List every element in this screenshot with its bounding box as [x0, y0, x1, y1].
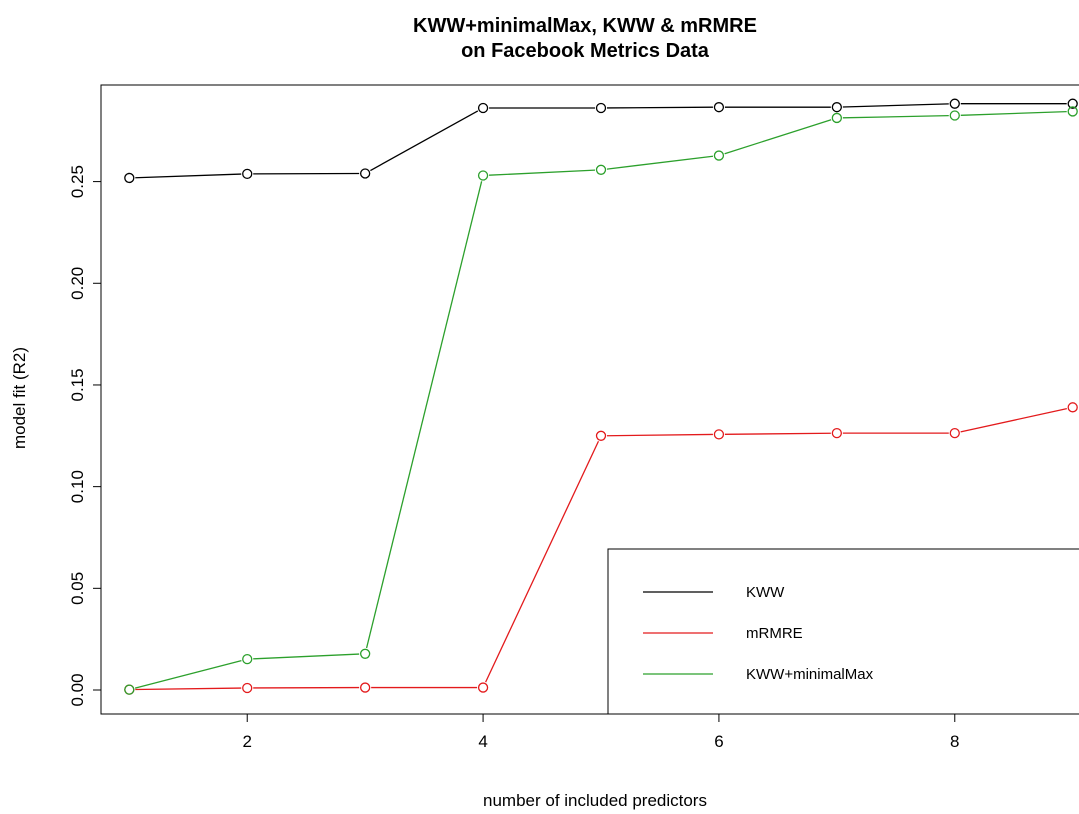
x-tick-label: 6: [714, 732, 723, 751]
series-2-point: [949, 110, 960, 121]
y-tick-label: 0.20: [68, 267, 87, 300]
series-1-point: [360, 682, 371, 693]
series-0-line-segment: [606, 106, 713, 109]
series-layer: [124, 98, 1078, 695]
x-tick-label: 8: [950, 732, 959, 751]
y-tick-label: 0.10: [68, 470, 87, 503]
series-1-line-segment: [606, 433, 713, 437]
series-2-point: [242, 653, 253, 665]
series-0-point: [124, 172, 135, 184]
series-2-line-segment: [489, 169, 596, 176]
series-0-line-segment: [370, 110, 479, 172]
series-2-point: [1067, 106, 1078, 117]
series-1-line-segment: [960, 407, 1067, 433]
series-1-line-segment: [135, 687, 242, 691]
y-tick-label: 0.00: [68, 673, 87, 706]
x-axis-label: number of included predictors: [483, 791, 707, 810]
series-2-point: [831, 112, 842, 124]
series-0-point: [1067, 98, 1078, 109]
series-2-point: [595, 164, 607, 175]
series-2-line-segment: [365, 181, 483, 649]
series-0-point: [949, 98, 960, 109]
legend-label-0: KWW: [746, 584, 785, 601]
series-2-line-segment: [606, 155, 714, 170]
legend: KWW mRMRE KWW+minimalMax: [607, 548, 1079, 715]
y-axis: 0.00 0.05 0.10 0.15 0.20 0.25: [68, 165, 102, 707]
legend-box: [607, 548, 1079, 715]
series-0-point: [242, 168, 253, 180]
legend-label-1: mRMRE: [746, 625, 803, 642]
series-0-point: [713, 102, 725, 113]
series-2-line-segment: [842, 114, 949, 119]
series-1-line-segment: [724, 432, 831, 435]
series-2-line-segment: [134, 659, 242, 689]
legend-label-2: KWW+minimalMax: [746, 666, 874, 683]
series-1-point: [477, 682, 489, 693]
series-0-point: [360, 168, 371, 179]
series-2-point: [477, 170, 489, 181]
x-axis: 2 4 6 8: [242, 713, 960, 751]
series-0-line-segment: [842, 103, 949, 108]
series-1-point: [831, 428, 842, 439]
series-1-line-segment: [485, 440, 600, 683]
series-0-point: [477, 102, 489, 114]
series-2-point: [360, 648, 371, 659]
y-tick-label: 0.15: [68, 368, 87, 401]
series-2-line-segment: [253, 653, 360, 660]
series-1-point: [713, 429, 725, 440]
series-0-point: [595, 102, 607, 114]
series-2-line-segment: [960, 110, 1067, 116]
series-2-point: [124, 684, 135, 695]
series-1-point: [242, 682, 253, 694]
series-1-point: [1067, 402, 1078, 413]
chart-title-line-2: on Facebook Metrics Data: [461, 40, 710, 62]
y-tick-label: 0.05: [68, 572, 87, 605]
x-tick-label: 2: [242, 732, 251, 751]
y-axis-label: model fit (R2): [10, 347, 29, 449]
series-1-point: [595, 430, 607, 441]
series-2-line-segment: [724, 119, 832, 155]
series-1-point: [949, 428, 960, 439]
series-2-point: [713, 150, 725, 161]
x-tick-label: 4: [478, 732, 487, 751]
chart-title-line-1: KWW+minimalMax, KWW & mRMRE: [413, 15, 757, 37]
series-0-line-segment: [135, 173, 242, 179]
y-tick-label: 0.25: [68, 165, 87, 198]
series-0-point: [831, 102, 842, 113]
